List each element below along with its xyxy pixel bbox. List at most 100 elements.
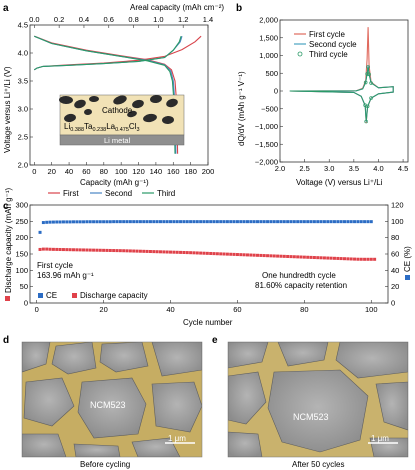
annotation-first-cycle-value: 163.96 mAh g⁻¹ (37, 271, 94, 280)
capacity-point (336, 256, 340, 260)
capacity-point (162, 250, 166, 254)
legend-capacity-marker (72, 293, 77, 298)
panel-a-second-charge-curve (33, 36, 183, 71)
sem-e-grain (228, 371, 267, 425)
panel-c-right-tick-label: 100 (391, 217, 404, 226)
ce-point (71, 220, 75, 224)
panel-c-left-ticks: 0 50 100 150 200 250 300 (15, 201, 33, 308)
ce-point (138, 220, 142, 224)
capacity-point (373, 257, 377, 261)
sem-e-grain (277, 342, 329, 367)
ce-point (245, 220, 249, 224)
ce-point (205, 220, 209, 224)
ce-point (319, 220, 323, 224)
capacity-point (135, 249, 139, 253)
ce-point (102, 220, 106, 224)
capacity-point (98, 248, 102, 252)
capacity-point (306, 255, 310, 259)
capacity-point (75, 248, 79, 252)
panel-a-x-tick-label: 0 (32, 167, 36, 176)
ce-point (68, 220, 72, 224)
ce-point (142, 220, 146, 224)
capacity-point (202, 251, 206, 255)
panel-c-x-tick-label: 100 (365, 305, 378, 314)
ce-point (152, 220, 156, 224)
capacity-point (55, 247, 59, 251)
ce-point (158, 220, 162, 224)
annotation-retention: 81.60% capacity retention (255, 281, 347, 290)
panel-c: c 0 50 100 150 200 250 300 0 20 40 60 80 100 120 0 20… (3, 188, 412, 327)
panel-a-x-tick-label: 80 (100, 167, 108, 176)
panel-b-y-tick-label: 1,500 (259, 33, 278, 42)
ce-point (155, 220, 159, 224)
capacity-point (195, 251, 199, 255)
ce-point (256, 220, 260, 224)
panel-b-third-cycle-marker (365, 72, 369, 76)
panel-a-x-tick-label: 60 (82, 167, 90, 176)
ce-point (292, 220, 296, 224)
panel-a-x-tick-label: 160 (167, 167, 180, 176)
panel-e: e NCM523 1 μm After 50 cycles (212, 335, 409, 469)
capacity-point (105, 248, 109, 252)
panel-d: d NCM523 1 μm Before cycling (3, 335, 203, 469)
sem-e-grain (375, 381, 408, 431)
ce-point (58, 220, 62, 224)
panel-a-y-tick-label: 2.0 (18, 161, 28, 170)
panel-b-ylabel: dQ/dV (mAh g⁻¹ V⁻¹) (237, 71, 246, 146)
capacity-point (58, 247, 62, 251)
panel-c-x-tick-label: 0 (35, 305, 39, 314)
ce-point (276, 220, 280, 224)
ce-point (239, 220, 243, 224)
ce-point (336, 220, 340, 224)
ce-point (115, 220, 119, 224)
capacity-point (215, 252, 219, 256)
panel-b-curves (289, 27, 394, 124)
panel-b-legend: First cycle Second cycle Third cycle (294, 30, 357, 59)
legend-third-cycle: Third cycle (309, 50, 348, 59)
capacity-point (112, 249, 116, 253)
capacity-point (339, 257, 343, 261)
capacity-point (252, 253, 256, 257)
capacity-point (229, 252, 233, 256)
panel-b-xlabel: Voltage (V) versus Li⁺/Li (296, 178, 383, 187)
panel-c-x-tick-label: 80 (300, 305, 308, 314)
ce-point (272, 220, 276, 224)
ce-point (55, 220, 59, 224)
capacity-point (245, 253, 249, 257)
sem-d-grain (151, 342, 202, 377)
ce-point (329, 220, 333, 224)
ce-point (75, 220, 79, 224)
capacity-point (343, 257, 347, 261)
capacity-point (272, 254, 276, 258)
sem-e-grain (335, 342, 408, 379)
ce-point (363, 220, 367, 224)
ce-point (252, 220, 256, 224)
capacity-point (209, 251, 213, 255)
ce-point (95, 220, 99, 224)
capacity-point (92, 248, 96, 252)
panel-a-curves (33, 35, 202, 154)
panel-a-x-tick-label: 40 (65, 167, 73, 176)
capacity-point (118, 249, 122, 253)
capacity-point (249, 253, 253, 257)
ce-point (346, 220, 350, 224)
panel-a-top-tick-label: 0.2 (54, 15, 64, 24)
sem-e-grain (228, 342, 269, 369)
cathode-grain (113, 95, 127, 105)
capacity-point (108, 248, 112, 252)
right-axis-swatch (405, 275, 410, 280)
ce-point (169, 220, 173, 224)
panel-c-right-tick-label: 0 (391, 299, 395, 308)
ce-point (112, 220, 116, 224)
panel-c-letter: c (3, 201, 9, 212)
ce-point (182, 220, 186, 224)
panel-b-x-tick-label: 2.0 (275, 164, 285, 173)
ce-point (185, 220, 189, 224)
capacity-point (148, 250, 152, 254)
panel-c-right-tick-label: 120 (391, 201, 404, 210)
ce-point (326, 220, 330, 224)
panel-a-xlabel: Capacity (mAh g⁻¹) (80, 178, 149, 187)
cathode-grain (127, 110, 137, 118)
capacity-point (122, 249, 126, 253)
